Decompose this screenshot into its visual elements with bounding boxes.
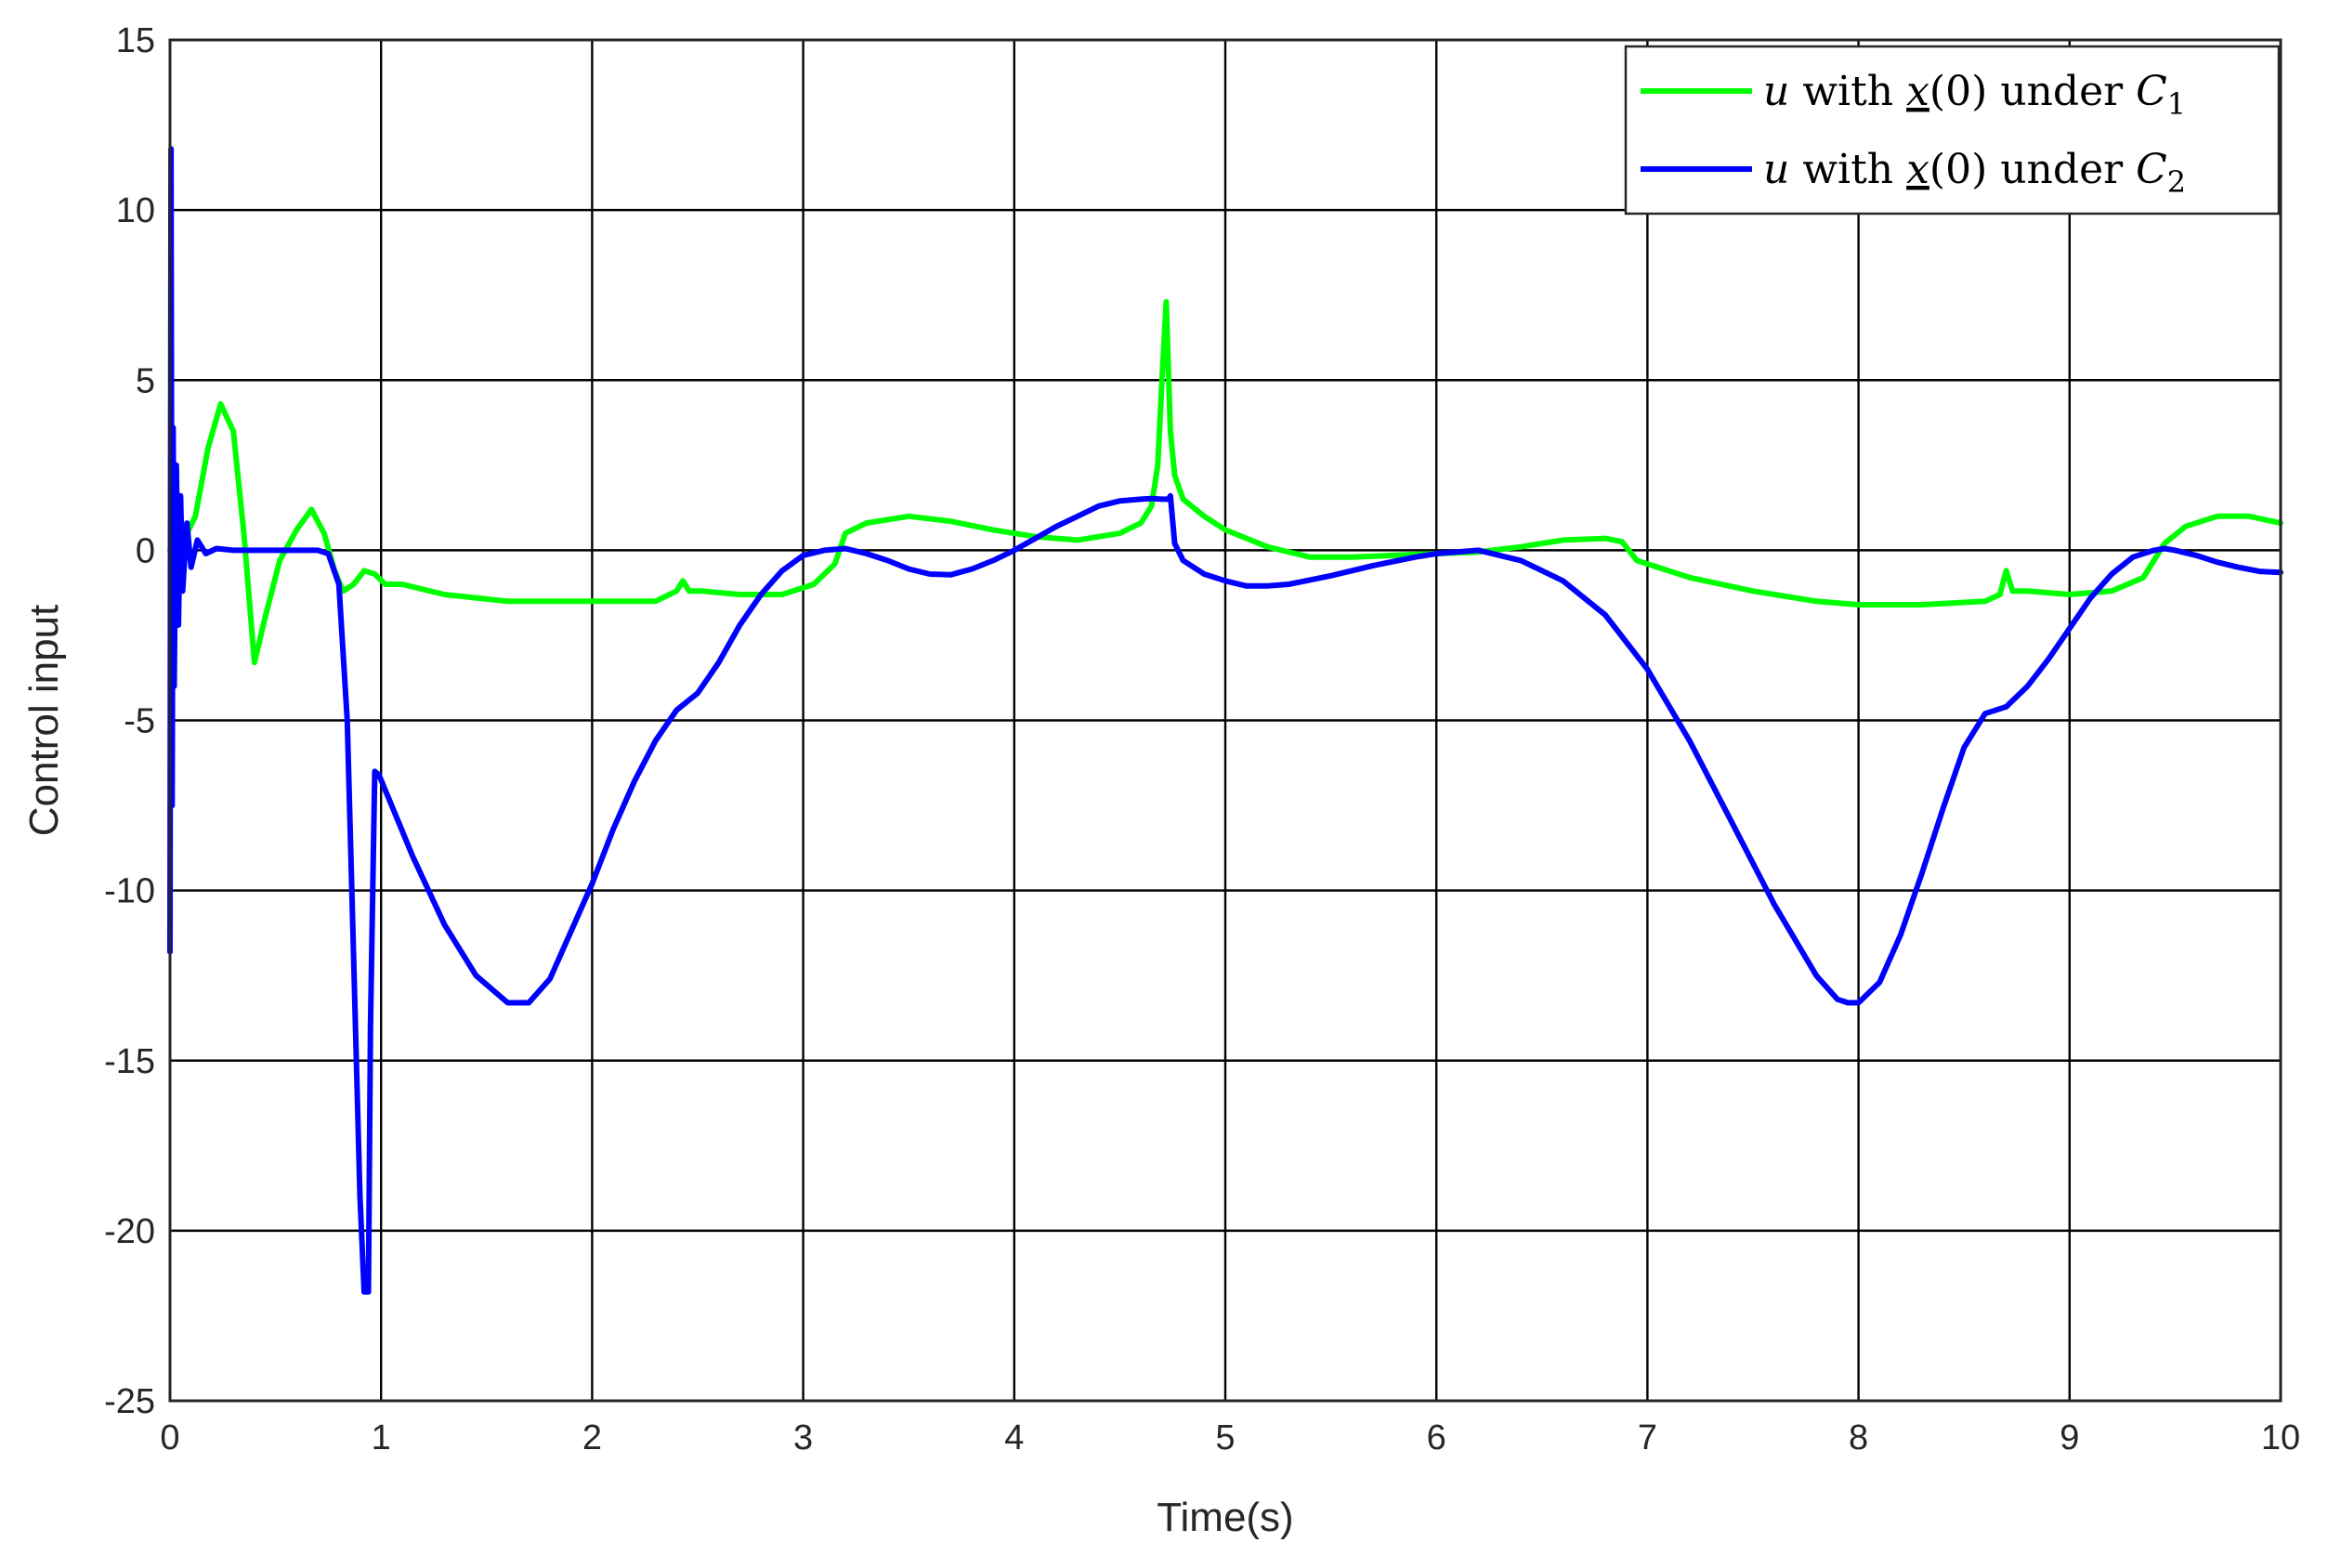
series-line-2 xyxy=(167,146,2283,1295)
x-tick-label: 0 xyxy=(160,1418,179,1457)
y-axis-label: Control input xyxy=(21,605,67,836)
x-tick-label: 2 xyxy=(582,1418,602,1457)
x-tick-label: 5 xyxy=(1215,1418,1235,1457)
y-tick-label: -20 xyxy=(104,1212,155,1251)
y-tick-label: -10 xyxy=(104,872,155,911)
x-tick-label: 9 xyxy=(2060,1418,2079,1457)
x-tick-label: 1 xyxy=(372,1418,391,1457)
y-tick-label: 0 xyxy=(136,531,155,570)
y-tick-label: -25 xyxy=(104,1382,155,1421)
y-tick-label: 5 xyxy=(136,361,155,400)
y-tick-label: 15 xyxy=(116,21,155,60)
x-tick-label: 4 xyxy=(1004,1418,1024,1457)
y-tick-labels: -25 -20 -15 -10 -5 0 5 10 15 xyxy=(104,21,155,1421)
x-tick-label: 10 xyxy=(2261,1418,2300,1457)
y-tick-label: -5 xyxy=(124,702,155,741)
x-tick-label: 7 xyxy=(1638,1418,1657,1457)
axes-frame xyxy=(168,38,2282,1403)
legend-box xyxy=(1624,45,2281,216)
x-tick-label: 3 xyxy=(793,1418,813,1457)
legend: u with x(0) under C1 u with x(0) under C2 xyxy=(1624,45,2281,216)
x-tick-labels: 0 1 2 3 4 5 6 7 8 9 10 xyxy=(160,1418,2300,1457)
x-tick-label: 6 xyxy=(1427,1418,1446,1457)
x-axis-label: Time(s) xyxy=(1157,1495,1293,1540)
axes-box xyxy=(168,38,2282,1403)
y-tick-label: 10 xyxy=(116,191,155,230)
series-layer xyxy=(167,146,2283,1295)
x-tick-label: 8 xyxy=(1849,1418,1868,1457)
y-tick-label: -15 xyxy=(104,1042,155,1081)
legend-entry-1: u with x(0) under C1 xyxy=(1763,68,2186,122)
legend-entry-2: u with x(0) under C2 xyxy=(1763,146,2186,200)
